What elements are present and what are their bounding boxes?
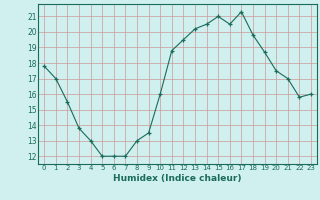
X-axis label: Humidex (Indice chaleur): Humidex (Indice chaleur): [113, 174, 242, 183]
